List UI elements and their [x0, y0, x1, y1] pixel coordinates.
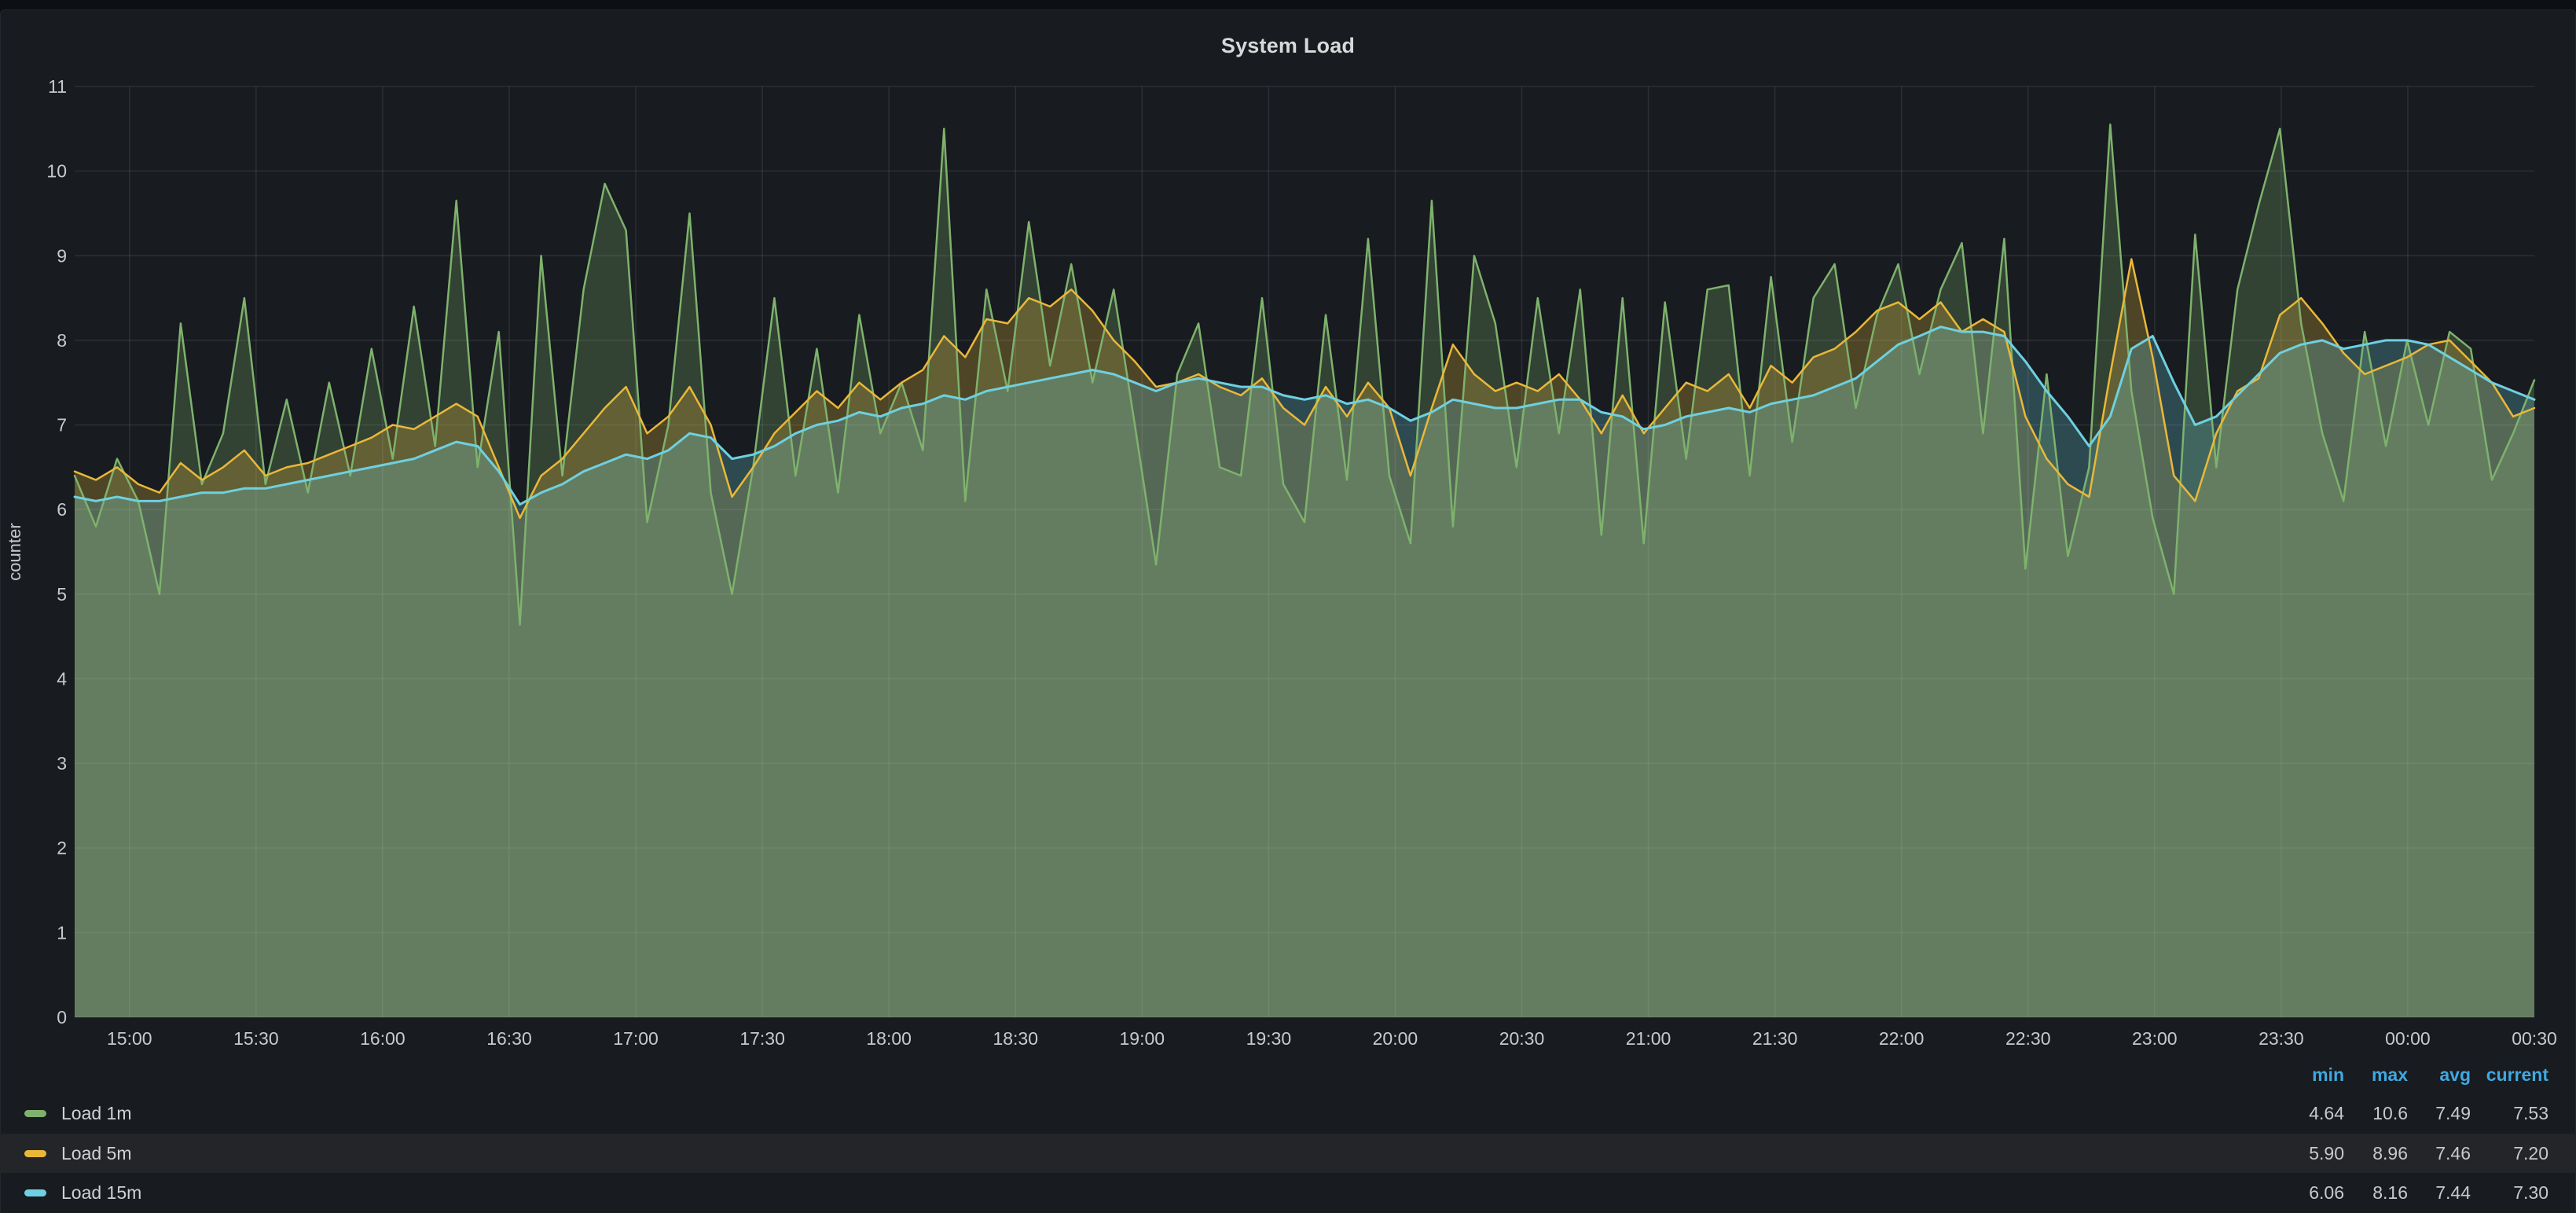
legend: min max avg current Load 1m 4.64 10.6 7.…	[0, 1050, 2576, 1212]
legend-row-load-5m[interactable]: Load 5m 5.90 8.96 7.46 7.20	[0, 1134, 2576, 1173]
y-tick-label-4: 4	[57, 668, 67, 689]
series-label[interactable]: Load 5m	[61, 1134, 132, 1173]
x-tick-label-00:00: 00:00	[2385, 1028, 2431, 1049]
x-tick-label-19:00: 19:00	[1120, 1028, 1165, 1049]
y-tick-label-2: 2	[57, 838, 67, 858]
legend-row-load-1m[interactable]: Load 1m 4.64 10.6 7.49 7.53	[0, 1094, 2576, 1133]
stat-current-value: 7.30	[2391, 1173, 2548, 1212]
y-tick-label-0: 0	[57, 1007, 67, 1027]
y-tick-label-11: 11	[48, 76, 67, 97]
x-tick-label-19:30: 19:30	[1246, 1028, 1292, 1049]
x-tick-label-20:00: 20:00	[1373, 1028, 1418, 1049]
x-tick-label-15:00: 15:00	[107, 1028, 152, 1049]
y-tick-label-10: 10	[46, 161, 67, 182]
y-tick-label-6: 6	[57, 499, 67, 520]
legend-header-current[interactable]: current	[2391, 1055, 2548, 1094]
y-tick-label-9: 9	[57, 245, 67, 266]
x-tick-label-23:00: 23:00	[2132, 1028, 2178, 1049]
x-tick-label-16:30: 16:30	[486, 1028, 532, 1049]
series-color-swatch[interactable]	[24, 1150, 46, 1157]
series-color-swatch[interactable]	[24, 1189, 46, 1196]
stat-current-value: 7.53	[2391, 1094, 2548, 1133]
x-tick-label-17:00: 17:00	[613, 1028, 659, 1049]
legend-row-load-15m[interactable]: Load 15m 6.06 8.16 7.44 7.30	[0, 1173, 2576, 1212]
x-tick-label-00:30: 00:30	[2512, 1028, 2557, 1049]
grafana-graph-panel-page: { "panel": { "title": "System Load" }, "…	[0, 0, 2576, 1212]
stat-current-value: 7.20	[2391, 1134, 2548, 1173]
y-tick-label-5: 5	[57, 584, 67, 605]
y-tick-label-8: 8	[57, 330, 67, 351]
y-tick-label-7: 7	[57, 415, 67, 436]
chart-canvas[interactable]: 0 1 2 3 4 5 6 7 8 9 10 11 15:00 15:30 16:00 16:30 17:00 1…	[0, 0, 2576, 1212]
series-label[interactable]: Load 1m	[61, 1094, 132, 1133]
x-tick-label-21:00: 21:00	[1626, 1028, 1671, 1049]
x-tick-label-18:30: 18:30	[993, 1028, 1038, 1049]
legend-stats-header: min max avg current	[0, 1055, 2576, 1094]
x-tick-label-22:30: 22:30	[2005, 1028, 2051, 1049]
x-tick-label-20:30: 20:30	[1499, 1028, 1545, 1049]
x-tick-label-21:30: 21:30	[1752, 1028, 1798, 1049]
x-tick-label-22:00: 22:00	[1879, 1028, 1925, 1049]
x-tick-label-23:30: 23:30	[2259, 1028, 2304, 1049]
series-label[interactable]: Load 15m	[61, 1173, 141, 1212]
y-tick-label-3: 3	[57, 753, 67, 774]
series-color-swatch[interactable]	[24, 1110, 46, 1117]
y-tick-label-1: 1	[57, 922, 67, 943]
y-axis-title: counter	[5, 523, 24, 580]
x-tick-label-17:30: 17:30	[739, 1028, 785, 1049]
x-tick-label-15:30: 15:30	[233, 1028, 279, 1049]
x-tick-label-18:00: 18:00	[866, 1028, 912, 1049]
x-tick-label-16:00: 16:00	[360, 1028, 405, 1049]
